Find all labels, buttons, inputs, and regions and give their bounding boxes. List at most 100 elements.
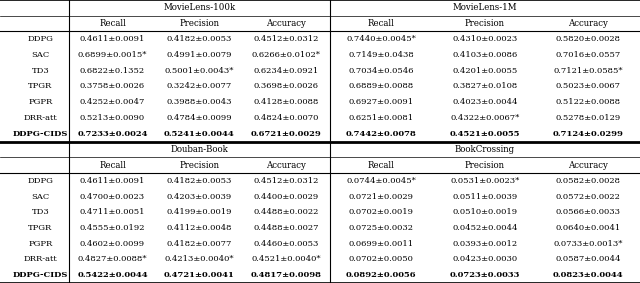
Text: TD3: TD3: [31, 208, 49, 216]
Text: 0.4711±0.0051: 0.4711±0.0051: [80, 208, 145, 216]
Text: 0.4817±0.0098: 0.4817±0.0098: [251, 271, 322, 279]
Text: 0.4611±0.0091: 0.4611±0.0091: [80, 177, 145, 185]
Text: Precision: Precision: [465, 19, 505, 28]
Text: 0.6899±0.0015*: 0.6899±0.0015*: [78, 51, 147, 59]
Text: 0.4460±0.0053: 0.4460±0.0053: [253, 240, 319, 248]
Text: 0.0702±0.0019: 0.0702±0.0019: [349, 208, 414, 216]
Text: 0.4488±0.0027: 0.4488±0.0027: [253, 224, 319, 232]
Text: 0.7440±0.0045*: 0.7440±0.0045*: [346, 35, 416, 43]
Text: TPGR: TPGR: [28, 82, 52, 91]
Text: 0.5023±0.0067: 0.5023±0.0067: [556, 82, 621, 91]
Text: 0.0723±0.0033: 0.0723±0.0033: [450, 271, 520, 279]
Text: 0.0452±0.0044: 0.0452±0.0044: [452, 224, 518, 232]
Text: 0.4991±0.0079: 0.4991±0.0079: [166, 51, 232, 59]
Text: 0.4203±0.0039: 0.4203±0.0039: [167, 192, 232, 201]
Text: 0.5278±0.0129: 0.5278±0.0129: [556, 114, 621, 122]
Text: 0.6822±0.1352: 0.6822±0.1352: [80, 67, 145, 75]
Text: 0.0744±0.0045*: 0.0744±0.0045*: [346, 177, 416, 185]
Text: 0.0702±0.0050: 0.0702±0.0050: [349, 256, 414, 263]
Text: 0.0892±0.0056: 0.0892±0.0056: [346, 271, 417, 279]
Text: 0.0510±0.0019: 0.0510±0.0019: [452, 208, 517, 216]
Text: 0.6266±0.0102*: 0.6266±0.0102*: [252, 51, 321, 59]
Text: 0.4555±0.0192: 0.4555±0.0192: [80, 224, 145, 232]
Text: MovieLens-100k: MovieLens-100k: [163, 3, 236, 12]
Text: 0.4521±0.0040*: 0.4521±0.0040*: [252, 256, 321, 263]
Text: 0.4310±0.0023: 0.4310±0.0023: [452, 35, 517, 43]
Text: 0.0511±0.0039: 0.0511±0.0039: [452, 192, 517, 201]
Text: TD3: TD3: [31, 67, 49, 75]
Text: 0.3988±0.0043: 0.3988±0.0043: [166, 98, 232, 106]
Text: 0.4023±0.0044: 0.4023±0.0044: [452, 98, 518, 106]
Text: MovieLens-1M: MovieLens-1M: [452, 3, 517, 12]
Text: SAC: SAC: [31, 192, 49, 201]
Text: 0.0582±0.0028: 0.0582±0.0028: [556, 177, 621, 185]
Text: 0.4521±0.0055: 0.4521±0.0055: [449, 130, 520, 138]
Text: 0.4201±0.0055: 0.4201±0.0055: [452, 67, 517, 75]
Text: 0.4602±0.0099: 0.4602±0.0099: [80, 240, 145, 248]
Text: 0.6927±0.0091: 0.6927±0.0091: [349, 98, 414, 106]
Text: PGPR: PGPR: [28, 98, 52, 106]
Text: Douban-Book: Douban-Book: [170, 145, 228, 154]
Text: 0.4827±0.0088*: 0.4827±0.0088*: [77, 256, 147, 263]
Text: 0.4182±0.0053: 0.4182±0.0053: [166, 177, 232, 185]
Text: 0.6889±0.0088: 0.6889±0.0088: [349, 82, 414, 91]
Text: Recall: Recall: [368, 160, 395, 170]
Text: DDPG-CIDS: DDPG-CIDS: [13, 130, 68, 138]
Text: 0.4182±0.0053: 0.4182±0.0053: [166, 35, 232, 43]
Text: Accuracy: Accuracy: [568, 160, 608, 170]
Text: SAC: SAC: [31, 51, 49, 59]
Text: 0.4488±0.0022: 0.4488±0.0022: [253, 208, 319, 216]
Text: 0.4112±0.0048: 0.4112±0.0048: [166, 224, 232, 232]
Text: 0.3827±0.0108: 0.3827±0.0108: [452, 82, 517, 91]
Text: Accuracy: Accuracy: [266, 19, 306, 28]
Text: 0.0566±0.0033: 0.0566±0.0033: [556, 208, 621, 216]
Text: 0.4784±0.0099: 0.4784±0.0099: [166, 114, 232, 122]
Text: DDPG: DDPG: [28, 177, 53, 185]
Text: 0.4512±0.0312: 0.4512±0.0312: [253, 177, 319, 185]
Text: 0.0640±0.0041: 0.0640±0.0041: [556, 224, 621, 232]
Text: 0.7121±0.0585*: 0.7121±0.0585*: [554, 67, 623, 75]
Text: 0.3698±0.0026: 0.3698±0.0026: [253, 82, 319, 91]
Text: 0.5001±0.0043*: 0.5001±0.0043*: [164, 67, 234, 75]
Text: Recall: Recall: [99, 160, 126, 170]
Text: 0.7034±0.0546: 0.7034±0.0546: [349, 67, 414, 75]
Text: Precision: Precision: [465, 160, 505, 170]
Text: 0.0823±0.0044: 0.0823±0.0044: [553, 271, 623, 279]
Text: 0.0423±0.0030: 0.0423±0.0030: [452, 256, 517, 263]
Text: Accuracy: Accuracy: [568, 19, 608, 28]
Text: 0.4322±0.0067*: 0.4322±0.0067*: [450, 114, 520, 122]
Text: Recall: Recall: [99, 19, 126, 28]
Text: 0.7016±0.0557: 0.7016±0.0557: [556, 51, 621, 59]
Text: PGPR: PGPR: [28, 240, 52, 248]
Text: BookCrossing: BookCrossing: [455, 145, 515, 154]
Text: 0.7124±0.0299: 0.7124±0.0299: [553, 130, 624, 138]
Text: 0.4252±0.0047: 0.4252±0.0047: [80, 98, 145, 106]
Text: 0.0393±0.0012: 0.0393±0.0012: [452, 240, 517, 248]
Text: 0.4199±0.0019: 0.4199±0.0019: [166, 208, 232, 216]
Text: 0.6234±0.0921: 0.6234±0.0921: [253, 67, 319, 75]
Text: 0.3758±0.0026: 0.3758±0.0026: [80, 82, 145, 91]
Text: 0.4721±0.0041: 0.4721±0.0041: [164, 271, 235, 279]
Text: DRR-att: DRR-att: [24, 114, 57, 122]
Text: 0.0699±0.0011: 0.0699±0.0011: [349, 240, 414, 248]
Text: TPGR: TPGR: [28, 224, 52, 232]
Text: 0.5213±0.0090: 0.5213±0.0090: [80, 114, 145, 122]
Text: 0.7442±0.0078: 0.7442±0.0078: [346, 130, 417, 138]
Text: 0.5122±0.0088: 0.5122±0.0088: [556, 98, 621, 106]
Text: DDPG-CIDS: DDPG-CIDS: [13, 271, 68, 279]
Text: 0.4824±0.0070: 0.4824±0.0070: [253, 114, 319, 122]
Text: Precision: Precision: [179, 160, 220, 170]
Text: Accuracy: Accuracy: [266, 160, 306, 170]
Text: 0.6721±0.0029: 0.6721±0.0029: [251, 130, 321, 138]
Text: 0.4213±0.0040*: 0.4213±0.0040*: [164, 256, 234, 263]
Text: 0.7149±0.0438: 0.7149±0.0438: [348, 51, 414, 59]
Text: Recall: Recall: [368, 19, 395, 28]
Text: 0.0531±0.0023*: 0.0531±0.0023*: [450, 177, 520, 185]
Text: 0.0733±0.0013*: 0.0733±0.0013*: [554, 240, 623, 248]
Text: DDPG: DDPG: [28, 35, 53, 43]
Text: 0.0721±0.0029: 0.0721±0.0029: [349, 192, 414, 201]
Text: 0.4128±0.0088: 0.4128±0.0088: [253, 98, 319, 106]
Text: Precision: Precision: [179, 19, 220, 28]
Text: 0.4512±0.0312: 0.4512±0.0312: [253, 35, 319, 43]
Text: 0.4611±0.0091: 0.4611±0.0091: [80, 35, 145, 43]
